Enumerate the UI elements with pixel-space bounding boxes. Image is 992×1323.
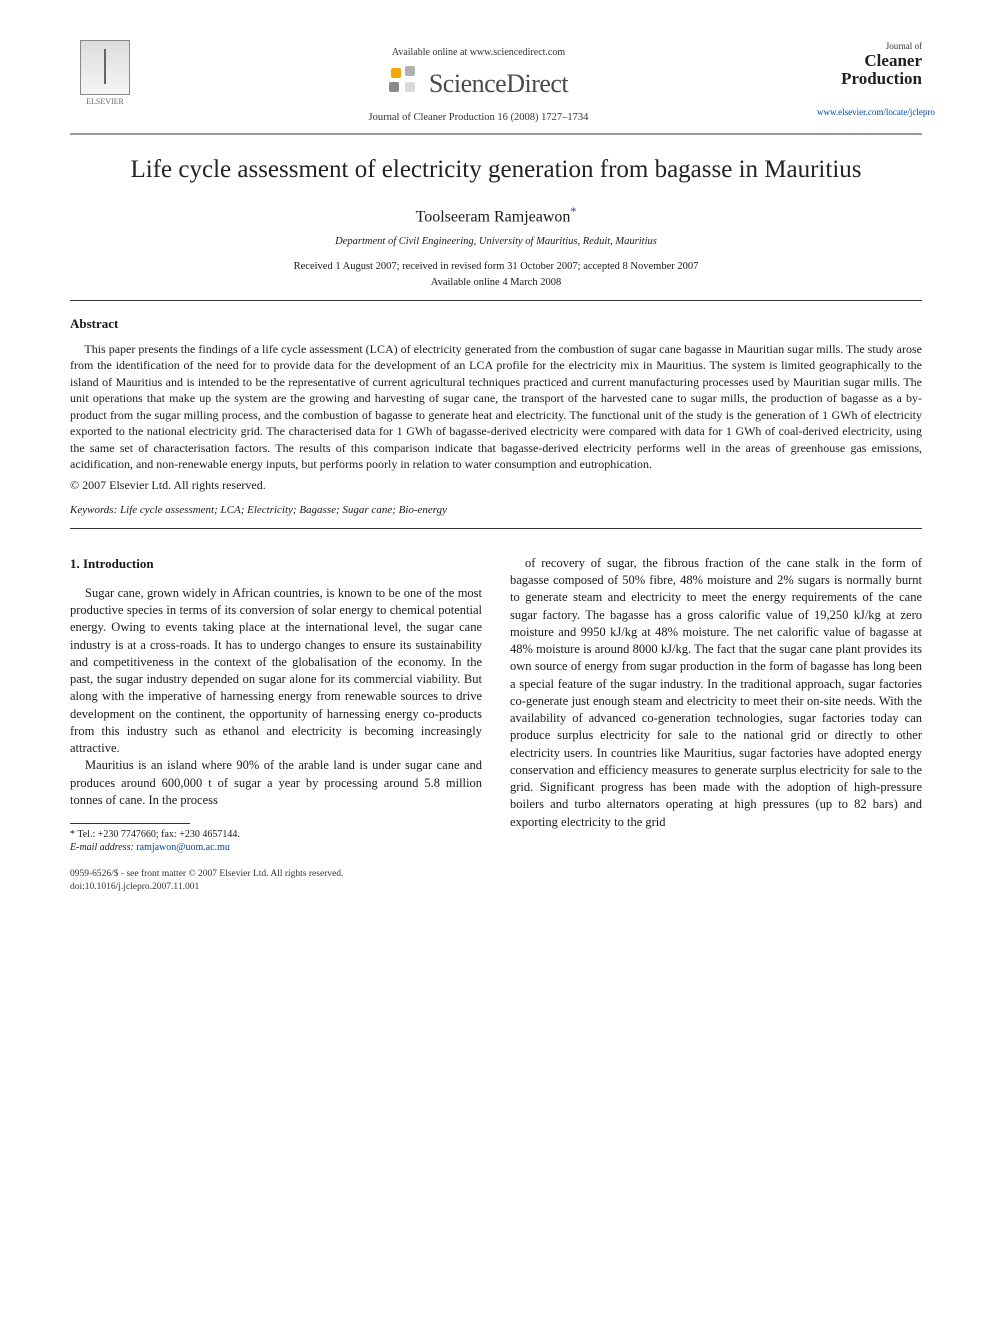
sciencedirect-logo: ScienceDirect <box>140 66 817 101</box>
doi-line: doi:10.1016/j.jclepro.2007.11.001 <box>70 881 482 894</box>
intro-para-1: Sugar cane, grown widely in African coun… <box>70 585 482 758</box>
publisher-label: ELSEVIER <box>86 97 124 108</box>
keywords-line: Keywords: Life cycle assessment; LCA; El… <box>70 503 922 518</box>
keywords-label: Keywords: <box>70 504 117 516</box>
elsevier-tree-icon <box>80 40 130 95</box>
pre-abstract-rule <box>70 300 922 301</box>
keywords-list: Life cycle assessment; LCA; Electricity;… <box>120 504 447 516</box>
journal-logo-line2: Production <box>817 70 922 88</box>
journal-citation: Journal of Cleaner Production 16 (2008) … <box>140 111 817 125</box>
left-column: 1. Introduction Sugar cane, grown widely… <box>70 555 482 894</box>
section-1-heading: 1. Introduction <box>70 555 482 573</box>
affiliation: Department of Civil Engineering, Univers… <box>70 235 922 249</box>
author-corresponding-marker[interactable]: * <box>570 204 576 218</box>
sciencedirect-mark-icon <box>389 66 423 100</box>
header-rule <box>70 133 922 135</box>
sciencedirect-wordmark: ScienceDirect <box>429 66 568 101</box>
article-title: Life cycle assessment of electricity gen… <box>70 153 922 187</box>
footnote-email-line: E-mail address: ramjawon@uom.ac.mu <box>70 841 482 854</box>
journal-logo-right: Journal of Cleaner Production www.elsevi… <box>817 40 922 118</box>
issn-line: 0959-6526/$ - see front matter © 2007 El… <box>70 868 482 881</box>
footnote-email-link[interactable]: ramjawon@uom.ac.mu <box>136 842 230 853</box>
article-history-line2: Available online 4 March 2008 <box>70 276 922 290</box>
journal-logo-line1: Cleaner <box>817 52 922 70</box>
abstract-copyright: © 2007 Elsevier Ltd. All rights reserved… <box>70 477 922 493</box>
center-header: Available online at www.sciencedirect.co… <box>140 40 817 125</box>
journal-header: ELSEVIER Available online at www.science… <box>70 40 922 125</box>
footnote-separator <box>70 823 190 824</box>
article-history-line1: Received 1 August 2007; received in revi… <box>70 260 922 274</box>
abstract-heading: Abstract <box>70 315 922 333</box>
page-footer: 0959-6526/$ - see front matter © 2007 El… <box>70 868 482 894</box>
footnote-contact: * Tel.: +230 7747660; fax: +230 4657144. <box>70 828 482 841</box>
journal-homepage-link[interactable]: www.elsevier.com/locate/jclepro <box>817 106 922 118</box>
body-columns: 1. Introduction Sugar cane, grown widely… <box>70 555 922 894</box>
intro-para-3: of recovery of sugar, the fibrous fracti… <box>510 555 922 831</box>
right-column: of recovery of sugar, the fibrous fracti… <box>510 555 922 894</box>
footnote-email-label: E-mail address: <box>70 842 134 853</box>
abstract-body: This paper presents the findings of a li… <box>70 341 922 473</box>
intro-para-2: Mauritius is an island where 90% of the … <box>70 757 482 809</box>
corresponding-footnote: * Tel.: +230 7747660; fax: +230 4657144.… <box>70 828 482 854</box>
author-text: Toolseeram Ramjeawon <box>416 208 571 225</box>
author-name: Toolseeram Ramjeawon* <box>70 203 922 228</box>
elsevier-logo: ELSEVIER <box>70 40 140 108</box>
available-online-text: Available online at www.sciencedirect.co… <box>140 46 817 60</box>
post-abstract-rule <box>70 528 922 529</box>
